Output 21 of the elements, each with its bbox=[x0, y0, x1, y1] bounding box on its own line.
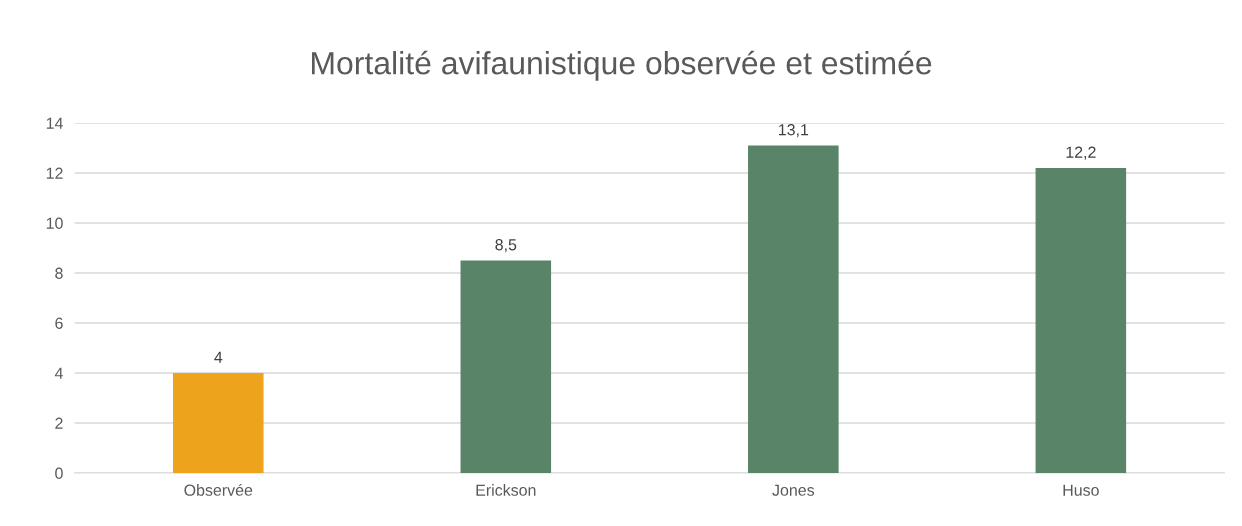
data-label: 12,2 bbox=[1066, 146, 1096, 160]
bar bbox=[173, 372, 264, 473]
x-tick-label: Huso bbox=[1063, 484, 1099, 496]
chart-title: Mortalité avifaunistique observée et estimée bbox=[312, 50, 932, 81]
bar bbox=[748, 145, 839, 473]
y-tick-label: 12 bbox=[46, 167, 63, 179]
x-tick-label: Observée bbox=[184, 483, 253, 496]
y-tick-label: 14 bbox=[46, 117, 63, 129]
bar bbox=[460, 260, 552, 473]
y-tick-label: 4 bbox=[54, 367, 63, 379]
bar bbox=[1035, 167, 1127, 473]
x-tick-label: Erickson bbox=[476, 484, 536, 496]
y-tick-label: 2 bbox=[55, 417, 63, 429]
data-label: 4 bbox=[214, 351, 223, 363]
x-tick-label: Jones bbox=[772, 484, 815, 496]
data-label: 13,1 bbox=[779, 124, 809, 138]
y-tick-label: 8 bbox=[55, 267, 63, 279]
y-tick-label: 6 bbox=[55, 317, 63, 329]
y-tick-label: 0 bbox=[55, 467, 63, 479]
data-label: 8,5 bbox=[495, 239, 517, 253]
y-tick-label: 10 bbox=[46, 217, 63, 229]
